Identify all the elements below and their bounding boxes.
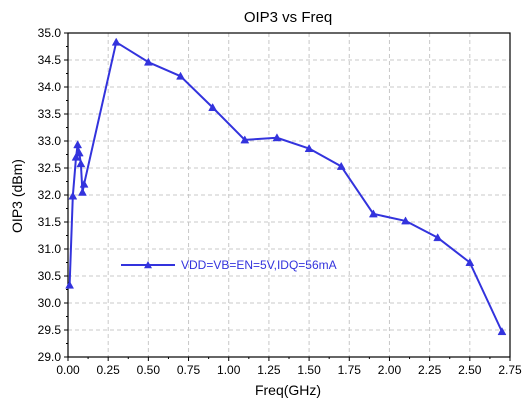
- data-point-marker: [368, 209, 378, 218]
- data-point-marker: [71, 152, 81, 161]
- data-point-marker: [240, 135, 250, 144]
- data-point-marker: [401, 216, 410, 225]
- data-point-marker: [76, 159, 86, 168]
- chart-title: OIP3 vs Freq: [244, 9, 332, 26]
- y-tick-label: 29.0: [38, 350, 62, 364]
- data-point-marker: [143, 57, 153, 66]
- data-point-marker: [272, 133, 282, 142]
- axis-layer: 0.00 0.25 0.50 0.75 1.00 1.25 1.50 1.75 2.00 2.25…: [38, 26, 522, 377]
- y-tick-label: 32.0: [38, 188, 62, 202]
- y-tick-label: 29.5: [38, 323, 62, 337]
- y-tick-label: 35.0: [38, 26, 62, 40]
- legend: VDD=VB=EN=5V,IDQ=56mA: [121, 258, 337, 272]
- y-tick-label: 31.5: [38, 215, 62, 229]
- x-tick-label: 2.00: [378, 363, 402, 377]
- x-tick-label: 0.00: [56, 363, 80, 377]
- data-point-marker: [208, 103, 218, 111]
- y-tick-label: 33.0: [38, 134, 62, 148]
- grid-layer: [68, 33, 510, 357]
- y-axis-title: OIP3 (dBm): [9, 159, 25, 233]
- data-point-marker: [68, 191, 78, 200]
- x-tick-label: 2.50: [458, 363, 482, 377]
- x-tick-label: 0.25: [97, 363, 121, 377]
- data-point-marker: [111, 37, 121, 46]
- y-tick-label: 34.0: [38, 80, 62, 94]
- x-tick-label: 0.50: [137, 363, 161, 377]
- data-point-marker: [73, 140, 83, 149]
- data-point-marker: [465, 257, 475, 266]
- y-tick-label: 31.0: [38, 242, 62, 256]
- y-tick-label: 30.0: [38, 296, 62, 310]
- data-point-marker: [78, 187, 87, 196]
- data-point-marker: [65, 280, 75, 289]
- data-point-marker: [74, 148, 84, 157]
- x-tick-label: 1.25: [257, 363, 281, 377]
- x-tick-label: 1.00: [217, 363, 241, 377]
- y-tick-label: 30.5: [38, 269, 62, 283]
- data-point-marker: [79, 179, 89, 188]
- y-tick-label: 33.5: [38, 107, 62, 121]
- data-point-marker: [304, 144, 314, 153]
- x-tick-label: 2.75: [498, 363, 522, 377]
- data-point-marker: [433, 233, 443, 242]
- y-tick-label: 32.5: [38, 161, 62, 175]
- legend-marker: [144, 261, 152, 269]
- x-tick-label: 1.50: [297, 363, 321, 377]
- series-layer: [65, 37, 507, 336]
- plot-frame: [67, 32, 511, 358]
- x-tick-label: 0.75: [177, 363, 201, 377]
- x-tick-label: 2.25: [418, 363, 442, 377]
- data-point-marker: [336, 161, 346, 170]
- legend-label: VDD=VB=EN=5V,IDQ=56mA: [181, 258, 337, 272]
- data-point-marker: [176, 71, 185, 80]
- x-axis-title: Freq(GHz): [255, 382, 321, 398]
- data-point-marker: [497, 327, 507, 336]
- y-tick-label: 34.5: [38, 53, 62, 67]
- x-tick-label: 1.75: [338, 363, 362, 377]
